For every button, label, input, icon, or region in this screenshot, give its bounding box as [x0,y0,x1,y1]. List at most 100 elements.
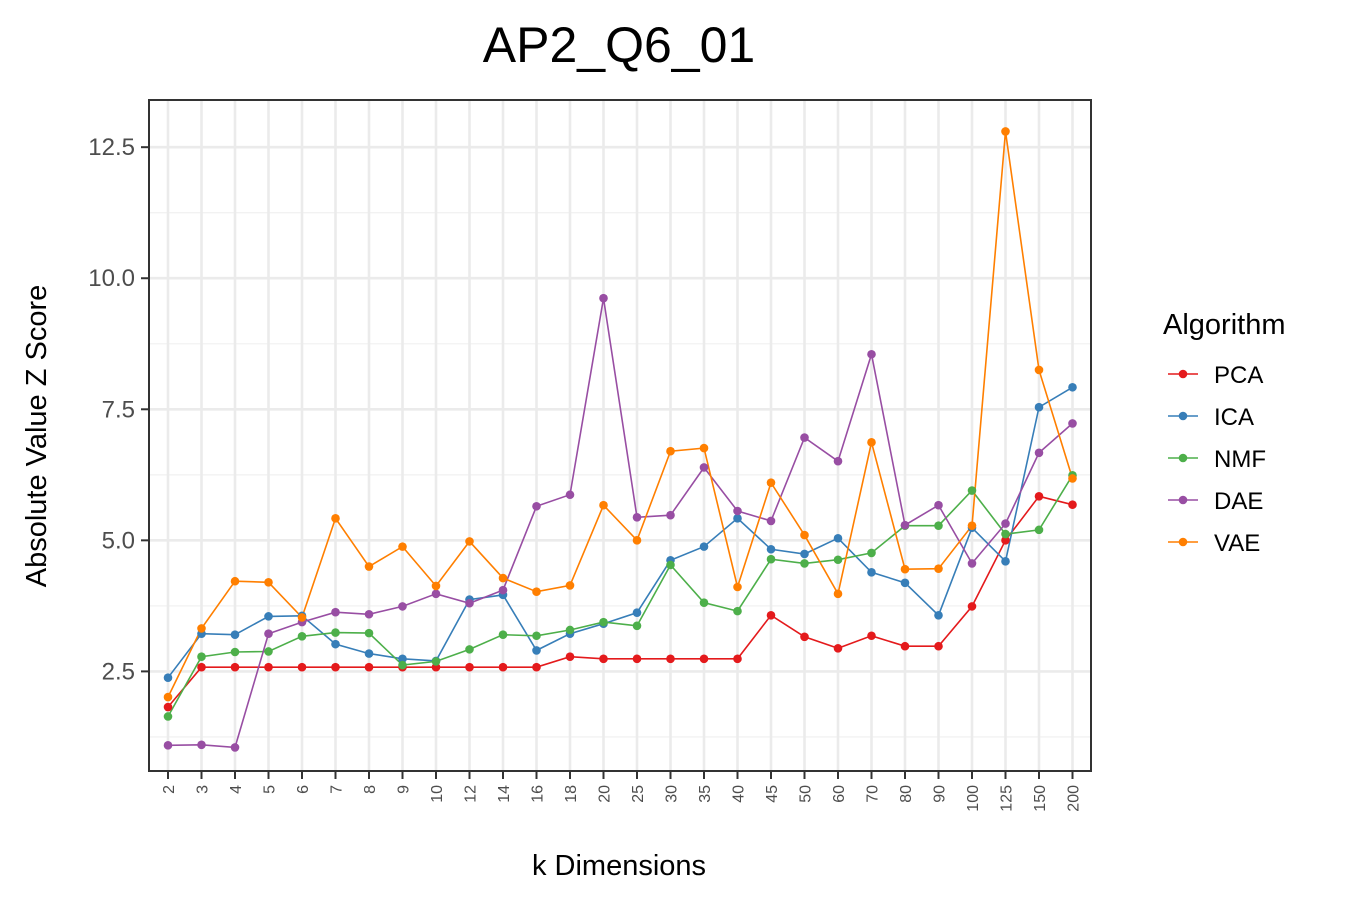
grid-lines [149,100,1091,771]
x-tick-label: 90 [932,785,949,803]
data-point-nmf [230,647,240,657]
data-point-vae [800,530,809,540]
data-point-dae [565,490,575,500]
data-point-nmf [364,628,374,638]
x-tick-label: 9 [396,785,413,794]
data-point-dae [197,740,206,750]
data-point-dae [733,506,742,516]
data-point-nmf [766,554,776,564]
data-point-nmf [498,630,508,640]
data-point-nmf [867,548,876,558]
data-point-dae [1001,519,1010,528]
x-tick-label: 6 [295,785,312,794]
data-point-ica [833,533,843,543]
x-tick-label: 60 [831,785,848,803]
data-point-vae [666,446,675,456]
x-tick-label: 14 [496,785,513,803]
y-axis-title: Absolute Value Z Score [21,285,53,588]
data-point-ica [900,578,910,588]
x-tick-label: 35 [697,785,714,803]
data-point-pca [1068,500,1077,509]
data-point-dae [934,500,943,510]
data-point-vae [867,438,876,447]
x-tick-label: 25 [630,785,647,803]
data-point-pca [297,662,307,672]
data-point-ica [867,568,876,577]
data-point-vae [599,500,608,510]
series-line-dae [167,298,1074,749]
x-tick-label: 200 [1066,785,1083,812]
data-point-dae [1034,448,1044,458]
x-tick-label: 4 [228,785,245,794]
data-point-dae [364,609,374,619]
legend-key-point [1178,369,1188,379]
data-point-nmf [565,625,575,635]
data-point-ica [532,646,541,655]
series-line-nmf [167,474,1074,717]
data-point-dae [498,585,508,595]
x-tick-label: 7 [329,785,346,794]
data-point-vae [398,542,407,551]
x-tick-label: 30 [664,785,681,803]
x-tick-label: 20 [597,785,614,803]
data-point-nmf [666,560,675,570]
legend-label-nmf: NMF [1214,446,1266,473]
series-points [163,127,1077,752]
data-point-pca [632,654,642,664]
data-point-nmf [632,621,642,631]
data-point-dae [699,463,709,472]
data-point-dae [331,607,340,617]
data-point-ica [163,673,173,682]
data-point-vae [1034,365,1044,375]
x-tick-label: 150 [1032,785,1049,812]
data-point-pca [967,602,977,611]
x-tick-label: 50 [798,785,815,803]
legend-key-point [1178,411,1188,421]
data-point-nmf [1034,525,1044,535]
data-point-vae [1068,474,1077,483]
legend-title: Algorithm [1163,309,1286,341]
x-tick-label: 16 [530,785,547,803]
y-tick-label: 12.5 [88,134,135,161]
data-point-ica [934,611,943,620]
series-line-vae [167,131,1074,698]
data-point-pca [699,654,709,664]
y-tick-label: 5.0 [102,527,135,554]
data-point-ica [632,608,642,617]
data-point-dae [632,512,642,522]
data-point-pca [163,702,173,712]
x-tick-label: 100 [965,785,982,812]
data-point-vae [699,443,709,453]
x-tick-label: 40 [731,785,748,803]
data-point-nmf [431,657,441,666]
data-point-vae [632,536,642,545]
data-point-dae [163,741,173,750]
data-point-vae [1001,127,1010,136]
data-point-vae [163,692,173,702]
data-point-dae [900,520,910,530]
legend-label-vae: VAE [1214,530,1260,557]
data-point-pca [565,652,575,662]
data-point-vae [230,576,240,586]
x-tick-label: 5 [262,785,279,794]
data-point-nmf [264,647,273,656]
data-point-pca [833,644,843,653]
data-point-vae [833,589,843,599]
axes: 2.55.07.510.012.52 3 4 5 6 7 8 9 10 12 14 16 18 20 25 3… [88,99,1092,812]
x-tick-label: 10 [429,785,446,803]
x-tick-label: 3 [195,785,212,794]
chart-title: AP2_Q6_01 [483,17,755,73]
data-point-dae [398,602,407,611]
data-point-vae [532,587,541,597]
data-point-pca [900,641,910,651]
legend-label-ica: ICA [1214,404,1254,431]
legend-key-point [1178,537,1188,547]
data-point-dae [867,349,876,359]
legend-label-pca: PCA [1214,362,1263,389]
data-point-pca [1001,536,1010,545]
data-point-nmf [599,617,608,627]
data-point-pca [599,654,608,664]
data-point-nmf [465,645,474,654]
series-lines [167,131,1074,749]
